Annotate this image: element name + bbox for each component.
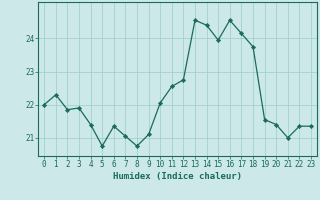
X-axis label: Humidex (Indice chaleur): Humidex (Indice chaleur)	[113, 172, 242, 181]
